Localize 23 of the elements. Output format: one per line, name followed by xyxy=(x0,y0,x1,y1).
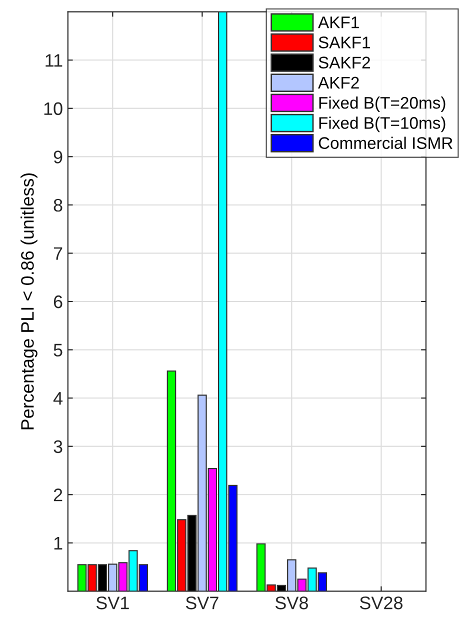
y-tick-label: 4 xyxy=(53,392,63,405)
y-tick-label: 8 xyxy=(54,198,62,212)
legend-label: AKF2 xyxy=(318,76,359,88)
y-tick-label: 6 xyxy=(54,295,62,308)
legend-label: Fixed B(T=20ms) xyxy=(319,96,446,112)
x-tick-label: SV8 xyxy=(275,596,308,610)
legend-label: SAKF1 xyxy=(318,36,370,48)
y-tick-label: 11 xyxy=(46,54,62,67)
y-tick-label: 2 xyxy=(54,488,62,502)
y-axis-title: Percentage PLI < 0.86 (unitless) xyxy=(20,173,38,430)
y-tick-label: 9 xyxy=(54,150,62,164)
y-tick-label: 1 xyxy=(54,537,62,550)
legend-label: Fixed B(T=10ms) xyxy=(319,116,446,132)
x-tick-label: SV7 xyxy=(186,596,218,610)
legend-label: Commercial ISMR xyxy=(318,136,452,149)
x-tick-label: SV1 xyxy=(96,596,129,610)
y-tick-label: 7 xyxy=(54,247,62,260)
legend-label: AKF1 xyxy=(318,16,359,28)
x-tick-label: SV28 xyxy=(360,596,403,610)
legend-label: SAKF2 xyxy=(318,56,370,68)
y-tick-label: 3 xyxy=(54,440,62,454)
y-tick-label: 5 xyxy=(54,344,62,356)
y-tick-label: 10 xyxy=(44,102,62,116)
